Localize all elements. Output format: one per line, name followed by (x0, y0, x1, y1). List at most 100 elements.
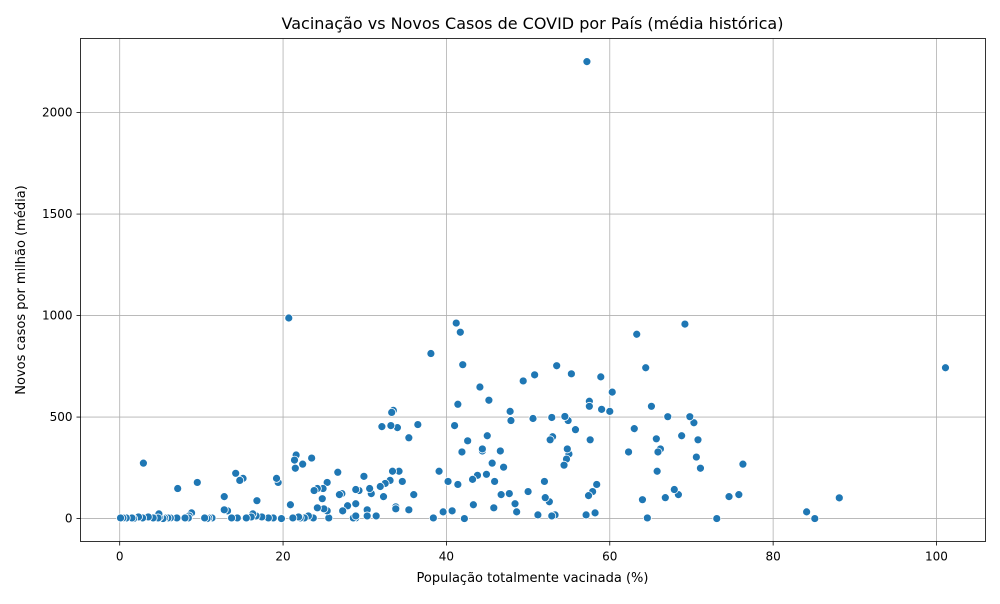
scatter-point (691, 452, 701, 462)
scatter-point (581, 510, 591, 520)
scatter-point (680, 319, 690, 329)
scatter-point (642, 513, 652, 523)
scatter-point (597, 404, 607, 414)
scatter-point (528, 414, 538, 423)
scatter-point (624, 447, 633, 457)
scatter-point (458, 360, 468, 370)
scatter-point (596, 372, 606, 382)
chart-title: Vacinação vs Novos Casos de COVID por Pa… (282, 14, 784, 33)
scatter-point (219, 492, 229, 502)
scatter-point (592, 480, 602, 489)
scatter-point (696, 463, 705, 473)
scatter-point (359, 471, 369, 481)
scatter-point (482, 431, 492, 441)
scatter-point (284, 313, 294, 323)
scatter-point (457, 447, 467, 457)
scatter-point (434, 466, 444, 476)
scatter-point (559, 460, 569, 470)
scatter-point (477, 444, 487, 454)
scatter-point (428, 513, 438, 523)
scatter-point (404, 433, 414, 443)
scatter-point (388, 466, 397, 476)
scatter-point (738, 459, 748, 469)
x-axis-label: População totalmente vacinada (%) (417, 571, 649, 586)
scatter-point (227, 513, 237, 523)
scatter-point (669, 485, 679, 494)
y-tick-label: 500 (50, 410, 73, 424)
scatter-point (138, 458, 148, 468)
scatter-point (173, 484, 183, 493)
scatter-point (241, 513, 251, 523)
scatter-point (351, 511, 361, 521)
scatter-point (453, 399, 463, 409)
grid (80, 38, 986, 542)
x-tick-label: 40 (439, 550, 454, 564)
scatter-point (560, 412, 570, 421)
scatter-point (335, 490, 344, 500)
scatter-point (409, 490, 419, 500)
scatter-point (307, 453, 317, 463)
scatter-point (338, 506, 348, 516)
scatter-point (404, 505, 414, 515)
scatter-point (453, 480, 463, 489)
scatter-point (386, 421, 396, 430)
scatter-point (200, 513, 210, 523)
scatter-point (362, 511, 372, 521)
scatter-point (607, 387, 617, 397)
y-tick-label: 1500 (42, 207, 73, 221)
scatter-point (324, 513, 334, 523)
scatter-point (288, 513, 298, 523)
scatter-point (365, 484, 375, 493)
scatter-point (685, 412, 695, 422)
scatter-point (941, 363, 950, 373)
scatter-point (290, 463, 300, 473)
x-tick-label: 60 (602, 550, 617, 564)
scatter-point (540, 477, 549, 486)
scatter-point (724, 492, 734, 502)
scatter-point (734, 490, 744, 500)
x-tick-label: 20 (275, 550, 290, 564)
scatter-points (116, 57, 950, 523)
scatter-point (455, 327, 465, 337)
x-tick-label: 100 (925, 550, 948, 564)
scatter-point (802, 507, 812, 517)
scatter-point (487, 458, 497, 468)
y-tick-label: 0 (65, 512, 73, 526)
y-tick-label: 2000 (42, 106, 73, 120)
scatter-point (834, 493, 844, 503)
scatter-point (489, 503, 499, 513)
scatter-point (499, 462, 508, 472)
scatter-point (277, 514, 286, 523)
scatter-point (547, 413, 557, 422)
scatter-point (810, 514, 820, 523)
y-axis-label: Novos casos por milhão (média) (14, 185, 29, 394)
scatter-point (252, 496, 262, 506)
scatter-point (116, 513, 125, 523)
scatter-point (651, 434, 661, 444)
scatter-point (333, 467, 343, 477)
scatter-point (298, 459, 308, 469)
scatter-point (677, 431, 687, 441)
x-tick-label: 0 (116, 550, 124, 564)
scatter-point (712, 514, 722, 523)
scatter-point (566, 369, 576, 379)
scatter-point (371, 511, 381, 521)
scatter-point (638, 495, 647, 505)
scatter-point (663, 412, 673, 422)
scatter-point (504, 489, 514, 498)
scatter-point (505, 406, 515, 416)
scatter-point (647, 401, 656, 411)
scatter-point (660, 493, 670, 503)
scatter-point (629, 424, 639, 434)
scatter-point (475, 382, 485, 392)
scatter-point (459, 514, 469, 523)
scatter-point (605, 406, 615, 416)
scatter-point (547, 511, 557, 521)
scatter-point (641, 363, 651, 373)
scatter-point (180, 513, 190, 523)
scatter-point (490, 477, 500, 486)
scatter-point (309, 486, 319, 495)
scatter-point (632, 329, 642, 339)
